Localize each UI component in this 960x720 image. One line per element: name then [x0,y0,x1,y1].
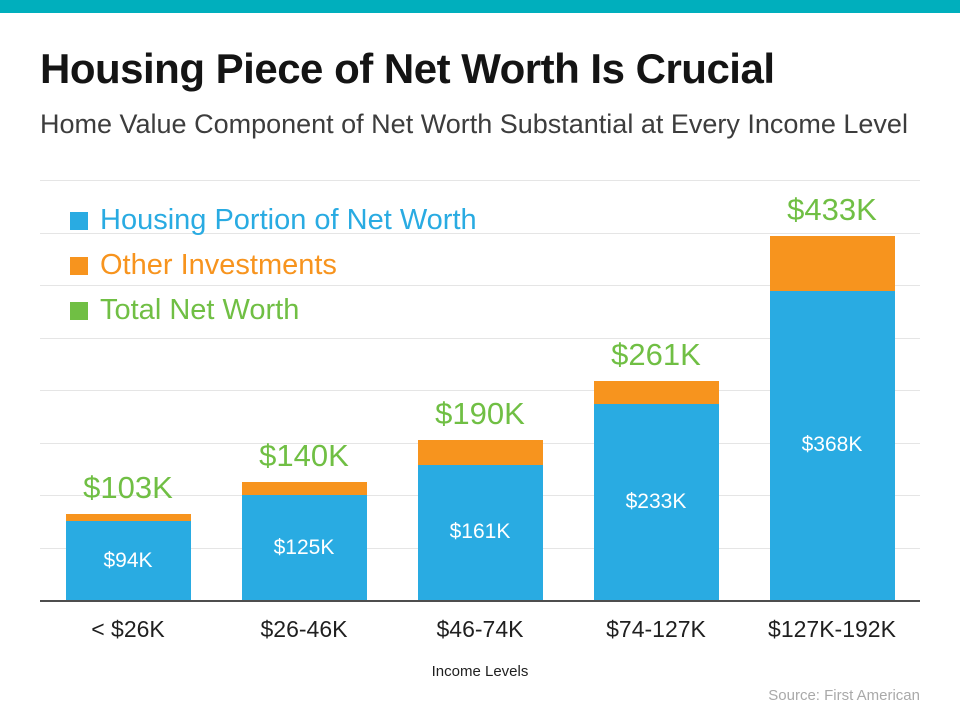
category-label: $127K-192K [768,616,896,642]
housing-value-label: $94K [103,548,153,572]
category-label: $74-127K [606,616,706,642]
category-label: $26-46K [260,616,348,642]
gridline [40,232,920,234]
legend-swatch-other-investments-icon [70,256,88,275]
other-investments-segment [593,380,719,405]
legend-swatch-housing-icon [70,211,88,230]
category-label: < $26K [91,616,165,642]
plot-area: Housing Portion of Net Worth Other Inves… [40,180,920,600]
bar-group: $103K $94K [40,180,216,600]
housing-value-label: $368K [801,433,863,457]
gridline [40,285,920,286]
total-net-worth-label: $103K [83,469,173,505]
bar-group: $190K $161K [392,180,568,600]
other-investments-segment [65,513,191,522]
bars-container: $103K $94K $140K $125K $190K $161K $261K $233K $… [40,180,920,600]
other-investments-segment [769,236,895,291]
chart-legend: Housing Portion of Net Worth Other Inves… [70,204,477,327]
housing-segment: $161K [417,464,543,600]
housing-value-label: $233K [625,490,687,514]
legend-label-total-net-worth: Total Net Worth [100,294,300,326]
bar-group: $261K $233K [568,180,744,600]
housing-segment: $94K [65,521,191,600]
total-net-worth-label: $190K [435,396,525,432]
other-investments-segment [241,482,367,495]
gridline [40,337,920,339]
housing-segment: $233K [593,404,719,600]
other-investments-segment [417,440,543,465]
page-subtitle: Home Value Component of Net Worth Substa… [40,109,908,139]
housing-segment: $368K [769,290,895,600]
legend-label-other-investments: Other Investments [100,249,337,281]
x-axis-title: Income Levels [431,663,529,680]
legend-item-other-investments: Other Investments [70,249,477,282]
bar-group: $140K $125K [216,180,392,600]
stacked-bar-chart: Housing Portion of Net Worth Other Inves… [40,180,920,680]
accent-bar [0,0,960,13]
category-label: $46-74K [436,616,524,642]
legend-label-housing: Housing Portion of Net Worth [100,204,477,236]
housing-value-label: $161K [449,520,511,544]
page-title: Housing Piece of Net Worth Is Crucial [40,45,775,92]
total-net-worth-label: $261K [611,336,701,372]
legend-item-total-net-worth: Total Net Worth [70,294,477,327]
legend-swatch-total-net-worth-icon [70,301,88,320]
legend-item-housing: Housing Portion of Net Worth [70,204,477,237]
total-net-worth-label: $140K [259,438,349,474]
bar-group: $433K $368K [744,180,920,600]
category-labels: < $26K $26-46K $46-74K $74-127K $127K-192K [40,616,920,643]
gridline [40,390,920,391]
housing-segment: $125K [241,495,367,600]
gridline [40,180,920,181]
total-net-worth-label: $433K [787,192,877,228]
housing-value-label: $125K [273,535,335,559]
x-axis-line [40,600,920,602]
source-credit: Source: First American [768,687,920,704]
